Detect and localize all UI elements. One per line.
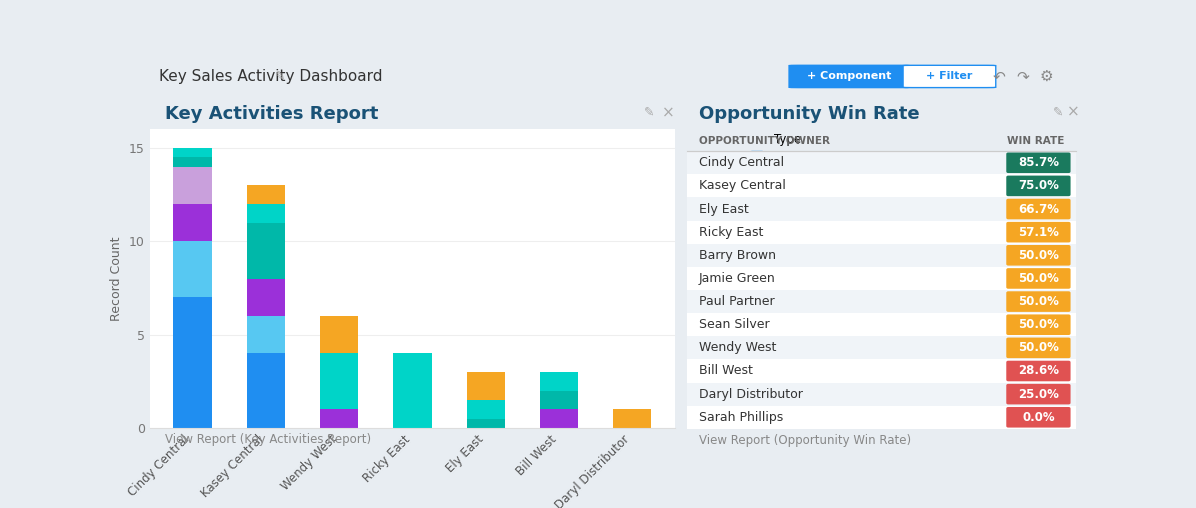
- Bar: [541, 372, 578, 391]
- Text: 0.0%: 0.0%: [1023, 411, 1055, 424]
- Text: ×: ×: [1067, 105, 1080, 119]
- Bar: [466, 419, 505, 428]
- Text: 50.0%: 50.0%: [1018, 341, 1058, 355]
- Bar: [614, 409, 652, 428]
- Bar: [687, 174, 1076, 198]
- FancyBboxPatch shape: [1006, 384, 1070, 404]
- FancyBboxPatch shape: [1006, 314, 1070, 335]
- Bar: [246, 278, 285, 316]
- Text: Opportunity Win Rate: Opportunity Win Rate: [698, 105, 920, 122]
- Bar: [321, 409, 358, 428]
- FancyBboxPatch shape: [1006, 245, 1070, 266]
- Bar: [687, 198, 1076, 220]
- Bar: [173, 148, 212, 157]
- Text: Barry Brown: Barry Brown: [698, 249, 775, 262]
- Text: View Report (Opportunity Win Rate): View Report (Opportunity Win Rate): [698, 434, 910, 447]
- Text: Kasey Central: Kasey Central: [698, 179, 786, 193]
- Y-axis label: Record Count: Record Count: [110, 236, 123, 321]
- Bar: [173, 157, 212, 167]
- Text: Paul Partner: Paul Partner: [698, 295, 774, 308]
- Bar: [466, 400, 505, 419]
- Bar: [687, 220, 1076, 244]
- Text: 28.6%: 28.6%: [1018, 365, 1058, 377]
- FancyBboxPatch shape: [789, 66, 909, 87]
- FancyBboxPatch shape: [1006, 222, 1070, 242]
- Text: ✎: ✎: [275, 70, 285, 83]
- Text: Sean Silver: Sean Silver: [698, 318, 769, 331]
- Legend: Site Visit, Demo, Prep, Email, Call, Other, Meeting: Site Visit, Demo, Prep, Email, Call, Oth…: [748, 130, 828, 273]
- Text: Sarah Phillips: Sarah Phillips: [698, 411, 782, 424]
- Text: ↶: ↶: [993, 69, 1006, 84]
- Text: ↷: ↷: [1017, 69, 1029, 84]
- Text: WIN RATE: WIN RATE: [1007, 136, 1064, 146]
- Text: ✎: ✎: [643, 106, 654, 119]
- Bar: [687, 336, 1076, 360]
- Text: ✎: ✎: [1052, 106, 1063, 118]
- Text: Jamie Green: Jamie Green: [698, 272, 775, 285]
- Text: Daryl Distributor: Daryl Distributor: [698, 388, 803, 401]
- FancyBboxPatch shape: [1006, 176, 1070, 196]
- Text: 50.0%: 50.0%: [1018, 318, 1058, 331]
- Bar: [393, 353, 432, 428]
- Text: Cindy Central: Cindy Central: [698, 156, 783, 169]
- Bar: [246, 223, 285, 278]
- Text: ×: ×: [663, 105, 675, 120]
- FancyBboxPatch shape: [1006, 361, 1070, 382]
- Text: 25.0%: 25.0%: [1018, 388, 1058, 401]
- Bar: [173, 297, 212, 428]
- Text: OPPORTUNITY OWNER: OPPORTUNITY OWNER: [698, 136, 830, 146]
- Text: Key Sales Activity Dashboard: Key Sales Activity Dashboard: [159, 69, 383, 84]
- Bar: [687, 267, 1076, 290]
- Bar: [246, 316, 285, 353]
- Text: Wendy West: Wendy West: [698, 341, 776, 355]
- FancyBboxPatch shape: [1006, 152, 1070, 173]
- Text: View Report (Key Activities Report): View Report (Key Activities Report): [165, 433, 372, 447]
- Bar: [246, 353, 285, 428]
- Text: ⚙: ⚙: [1041, 69, 1054, 84]
- Bar: [321, 316, 358, 353]
- Bar: [687, 290, 1076, 313]
- Bar: [687, 360, 1076, 383]
- Bar: [541, 409, 578, 428]
- Text: 75.0%: 75.0%: [1018, 179, 1058, 193]
- FancyBboxPatch shape: [1006, 337, 1070, 358]
- FancyBboxPatch shape: [1006, 407, 1070, 428]
- Text: 66.7%: 66.7%: [1018, 203, 1058, 215]
- Bar: [687, 244, 1076, 267]
- Text: Key Activities Report: Key Activities Report: [165, 105, 379, 123]
- Text: Ricky East: Ricky East: [698, 226, 763, 239]
- Text: Bill West: Bill West: [698, 365, 752, 377]
- Bar: [173, 241, 212, 297]
- Text: 85.7%: 85.7%: [1018, 156, 1058, 169]
- Bar: [246, 204, 285, 223]
- Text: + Filter: + Filter: [926, 72, 972, 81]
- Bar: [321, 353, 358, 409]
- Bar: [687, 313, 1076, 336]
- FancyBboxPatch shape: [1006, 199, 1070, 219]
- FancyBboxPatch shape: [1006, 268, 1070, 289]
- FancyBboxPatch shape: [903, 66, 996, 87]
- Bar: [246, 185, 285, 204]
- Bar: [687, 151, 1076, 174]
- Text: 50.0%: 50.0%: [1018, 249, 1058, 262]
- Bar: [541, 391, 578, 409]
- Bar: [173, 204, 212, 241]
- Text: 57.1%: 57.1%: [1018, 226, 1058, 239]
- Text: Ely East: Ely East: [698, 203, 749, 215]
- Bar: [466, 372, 505, 400]
- Bar: [687, 406, 1076, 429]
- Bar: [687, 383, 1076, 406]
- Text: 50.0%: 50.0%: [1018, 295, 1058, 308]
- Text: + Component: + Component: [807, 72, 891, 81]
- Text: 50.0%: 50.0%: [1018, 272, 1058, 285]
- FancyBboxPatch shape: [1006, 291, 1070, 312]
- Bar: [173, 167, 212, 204]
